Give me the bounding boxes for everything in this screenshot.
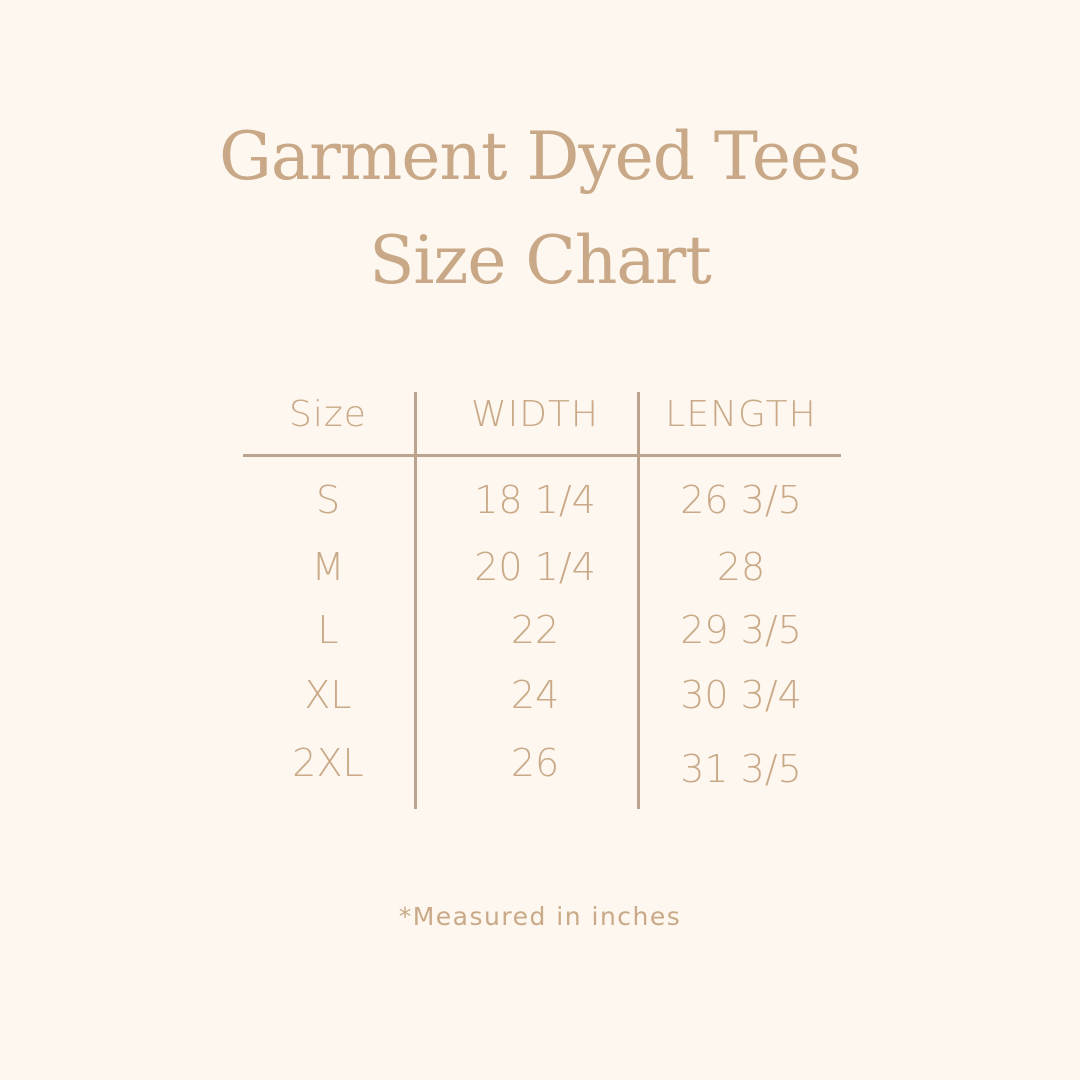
- header-size: Size: [289, 394, 367, 435]
- cell-size: 2XL: [292, 741, 364, 785]
- footnote: *Measured in inches: [398, 902, 682, 931]
- cell-size: L: [317, 608, 339, 652]
- header-length: LENGTH: [665, 394, 817, 435]
- title-line-2: Size Chart: [369, 222, 712, 299]
- cell-size: M: [311, 545, 345, 589]
- cell-width: 22: [510, 608, 560, 652]
- cell-width: 26: [510, 741, 560, 785]
- title-line-1: Garment Dyed Tees: [219, 118, 862, 195]
- cell-width: 20 1/4: [474, 545, 596, 589]
- cell-length: 30 3/4: [680, 673, 802, 717]
- cell-size: XL: [304, 673, 352, 717]
- cell-length: 29 3/5: [680, 608, 802, 652]
- header-width: WIDTH: [471, 394, 599, 435]
- column-divider-2: [637, 392, 640, 809]
- cell-width: 24: [510, 673, 560, 717]
- cell-length: 26 3/5: [680, 478, 802, 522]
- cell-length: 31 3/5: [680, 747, 802, 791]
- cell-length: 28: [716, 545, 766, 589]
- column-divider-1: [414, 392, 417, 809]
- header-divider: [243, 454, 841, 457]
- cell-width: 18 1/4: [474, 478, 596, 522]
- cell-size: S: [315, 478, 341, 522]
